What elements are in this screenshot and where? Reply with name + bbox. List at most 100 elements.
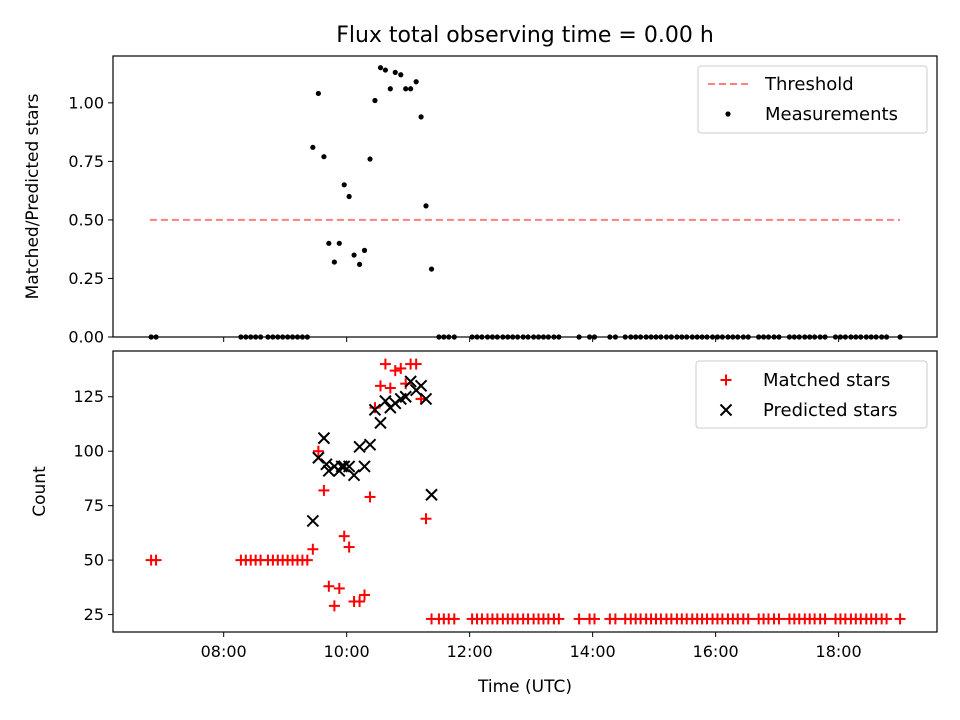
measurement-point xyxy=(377,65,384,71)
upper-y-ticks: 0.00 0.25 0.50 0.75 1.00 xyxy=(68,93,113,347)
measurement-point xyxy=(423,203,429,209)
matched-star-point xyxy=(819,613,831,625)
measurement-point xyxy=(351,252,357,258)
measurement-point xyxy=(418,114,424,120)
predicted-legend-swatch xyxy=(719,403,733,417)
matched-star-point xyxy=(389,365,401,377)
lower-x-ticks: 08:00 10:00 12:00 14:00 16:00 18:00 xyxy=(201,632,862,661)
measurement-point xyxy=(428,266,435,272)
measurement-point xyxy=(331,259,337,265)
measurement-point xyxy=(326,240,332,246)
predicted-star-point xyxy=(338,460,351,473)
lower-y-axis-label: Count xyxy=(30,466,50,517)
matched-star-point xyxy=(384,382,396,394)
matched-star-point xyxy=(420,513,432,525)
measurement-point xyxy=(361,247,368,253)
matched-star-point xyxy=(364,491,376,503)
matched-star-points xyxy=(145,358,906,625)
predicted-star-points xyxy=(306,375,438,528)
measurement-point xyxy=(387,86,393,92)
lower-panel: Count Time (UTC) 25 50 75 100 125 08:00 10:00… xyxy=(30,350,938,697)
lower-y-tick-label: 125 xyxy=(73,387,104,406)
predicted-star-point xyxy=(342,460,356,473)
measurement-point xyxy=(367,156,373,162)
measurement-point xyxy=(356,261,363,268)
upper-y-tick-label: 0.50 xyxy=(68,210,104,229)
predicted-legend-label: Predicted stars xyxy=(763,400,897,421)
measurement-point xyxy=(341,182,347,188)
predicted-star-point xyxy=(374,416,387,430)
matched-star-point xyxy=(307,543,319,555)
chart-title: Flux total observing time = 0.00 h xyxy=(336,23,714,48)
matched-star-point xyxy=(742,613,754,625)
threshold-legend-label: Threshold xyxy=(764,74,854,95)
matched-star-point xyxy=(881,613,893,625)
predicted-star-point xyxy=(425,488,438,501)
predicted-star-point xyxy=(306,514,320,528)
matched-star-point xyxy=(448,613,460,625)
predicted-star-point xyxy=(320,458,333,471)
upper-y-tick-label: 0.00 xyxy=(68,328,104,347)
lower-y-ticks: 25 50 75 100 125 xyxy=(73,387,113,624)
measurement-point xyxy=(346,193,352,200)
predicted-star-point xyxy=(312,451,325,464)
matched-star-point xyxy=(773,613,785,625)
matched-star-point xyxy=(312,445,324,457)
x-tick-label: 12:00 xyxy=(447,642,493,661)
matched-star-point xyxy=(359,589,371,601)
predicted-star-point xyxy=(404,375,417,388)
x-axis-label: Time (UTC) xyxy=(477,677,572,697)
predicted-star-point xyxy=(368,403,382,417)
upper-plot-frame xyxy=(112,55,938,338)
matched-star-point xyxy=(374,380,386,392)
measurement-point xyxy=(392,69,398,75)
matched-star-point xyxy=(379,358,391,370)
matched-star-point xyxy=(333,582,345,594)
matched-star-point xyxy=(588,613,600,625)
measurement-point xyxy=(413,79,419,85)
x-tick-label: 18:00 xyxy=(816,642,862,661)
matched-star-point xyxy=(318,484,330,496)
upper-legend: Threshold Measurements xyxy=(697,65,928,134)
matched-star-point xyxy=(323,580,335,592)
x-tick-label: 10:00 xyxy=(324,642,370,661)
lower-y-tick-label: 25 xyxy=(84,605,104,624)
predicted-star-point xyxy=(353,440,366,454)
matched-star-point xyxy=(553,613,565,625)
measurement-point xyxy=(315,90,321,97)
lower-y-tick-label: 50 xyxy=(84,551,104,570)
matched-star-point xyxy=(301,554,313,566)
measurement-point xyxy=(408,86,414,92)
matched-star-point xyxy=(609,613,621,625)
lower-y-tick-label: 100 xyxy=(73,442,104,461)
measurement-point xyxy=(382,67,389,73)
measurement-point xyxy=(310,144,316,150)
predicted-star-point xyxy=(399,390,412,403)
upper-panel: Flux total observing time = 0.00 h Match… xyxy=(23,23,938,347)
lower-plot-frame xyxy=(112,350,938,633)
measurement-point xyxy=(336,240,342,246)
predicted-star-point xyxy=(379,394,392,408)
measurement-point xyxy=(398,72,404,78)
matched-star-point xyxy=(338,530,350,542)
matched-star-point xyxy=(369,402,381,414)
measurements-legend-swatch xyxy=(725,111,731,117)
measurement-point xyxy=(321,154,327,160)
matched-star-point xyxy=(354,596,366,608)
x-tick-label: 08:00 xyxy=(201,642,247,661)
predicted-legend-marker xyxy=(719,403,733,417)
matched-star-point xyxy=(573,613,585,625)
upper-y-tick-label: 0.75 xyxy=(68,152,104,171)
lower-legend-box xyxy=(695,360,928,429)
upper-y-tick-label: 1.00 xyxy=(68,93,104,112)
lower-y-tick-label: 75 xyxy=(84,496,104,515)
measurement-point xyxy=(372,97,378,104)
matched-star-point xyxy=(395,362,407,374)
measurement-point xyxy=(403,86,409,92)
matched-star-point xyxy=(150,554,162,566)
matched-star-point xyxy=(328,600,340,612)
upper-y-axis-label: Matched/Predicted stars xyxy=(23,93,43,299)
upper-legend-box xyxy=(697,65,928,134)
matched-legend-marker xyxy=(720,374,732,386)
